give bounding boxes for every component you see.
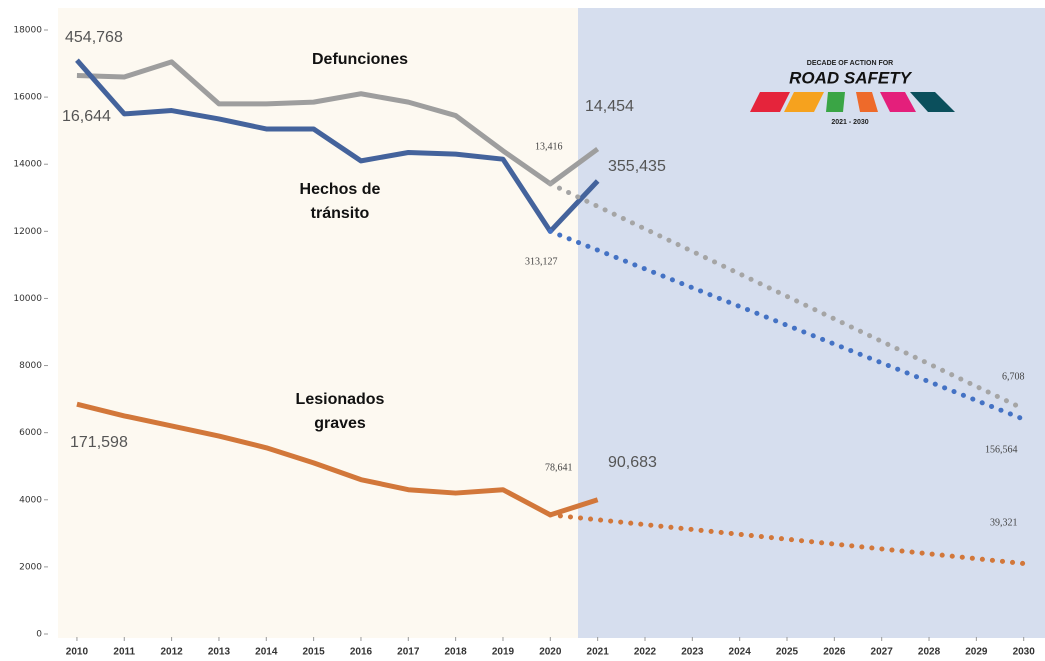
annotation: 90,683 bbox=[608, 454, 657, 471]
x-tick-label: 2017 bbox=[397, 647, 420, 658]
x-tick-label: 2028 bbox=[918, 647, 941, 658]
x-tick-label: 2027 bbox=[871, 647, 894, 658]
series-line bbox=[75, 58, 600, 234]
x-tick-label: 2030 bbox=[1013, 647, 1036, 658]
y-tick-label: 6000 bbox=[19, 428, 42, 438]
projection-region bbox=[578, 8, 1045, 638]
y-tick-label: 16000 bbox=[13, 93, 42, 103]
logo-top: DECADE OF ACTION FOR bbox=[807, 60, 893, 67]
x-tick-label: 2021 bbox=[587, 647, 610, 658]
series-name: Hechos de tránsito bbox=[299, 181, 381, 222]
x-tick-label: 2010 bbox=[66, 647, 89, 658]
logo-stripe bbox=[750, 92, 790, 112]
value-label: 13,416 bbox=[535, 141, 563, 152]
x-tick-label: 2025 bbox=[776, 647, 799, 658]
x-tick-label: 2020 bbox=[539, 647, 562, 658]
annotation: 156,564 bbox=[985, 444, 1018, 455]
x-tick-label: 2013 bbox=[208, 647, 231, 658]
x-tick-label: 2018 bbox=[445, 647, 468, 658]
annotation: 39,321 bbox=[990, 517, 1018, 528]
logo-title: ROAD SAFETY bbox=[789, 68, 913, 87]
x-tick-label: 2016 bbox=[350, 647, 373, 658]
y-tick-label: 10000 bbox=[13, 294, 42, 304]
y-tick-label: 18000 bbox=[13, 26, 42, 36]
logo-stripe bbox=[910, 92, 955, 112]
y-tick-label: 12000 bbox=[13, 227, 42, 237]
projection-line bbox=[547, 512, 1027, 567]
value-label: 6,708 bbox=[1002, 371, 1025, 382]
series-line bbox=[76, 59, 600, 187]
y-tick-label: 0 bbox=[36, 630, 42, 640]
x-tick-label: 2011 bbox=[113, 647, 135, 658]
series-line bbox=[76, 401, 599, 518]
annotation: 171,598 bbox=[70, 434, 128, 451]
annotation: 313,127 bbox=[525, 256, 558, 267]
x-tick-label: 2019 bbox=[492, 647, 515, 658]
value-label: 16,644 bbox=[62, 108, 111, 125]
logo-stripe bbox=[880, 92, 916, 112]
projection-line bbox=[547, 181, 1027, 412]
annotation: 355,435 bbox=[608, 158, 666, 175]
x-tick-label: 2024 bbox=[729, 647, 752, 658]
logo-stripe bbox=[784, 92, 824, 112]
projection-line bbox=[547, 228, 1027, 422]
annotation: 454,768 bbox=[65, 29, 123, 46]
annotation: 78,641 bbox=[545, 462, 573, 473]
series-name: Defunciones bbox=[311, 51, 408, 68]
logo-stripe bbox=[826, 92, 845, 112]
x-tick-label: 2014 bbox=[255, 647, 278, 658]
logo-stripe bbox=[856, 92, 878, 112]
x-tick-label: 2012 bbox=[160, 647, 183, 658]
y-tick-label: 14000 bbox=[13, 160, 42, 170]
logo: DECADE OF ACTION FOR ROAD SAFETY 2021 - … bbox=[750, 60, 955, 126]
y-tick-label: 4000 bbox=[19, 495, 42, 505]
x-tick-label: 2022 bbox=[634, 647, 657, 658]
series-name: Lesionados graves bbox=[295, 391, 385, 432]
y-tick-label: 2000 bbox=[19, 562, 42, 572]
value-label: 14,454 bbox=[585, 98, 634, 115]
y-tick-label: 8000 bbox=[19, 361, 42, 371]
x-tick-label: 2015 bbox=[303, 647, 326, 658]
logo-years: 2021 - 2030 bbox=[831, 119, 868, 126]
x-tick-label: 2029 bbox=[965, 647, 988, 658]
x-tick-label: 2023 bbox=[681, 647, 704, 658]
x-tick-label: 2026 bbox=[823, 647, 846, 658]
